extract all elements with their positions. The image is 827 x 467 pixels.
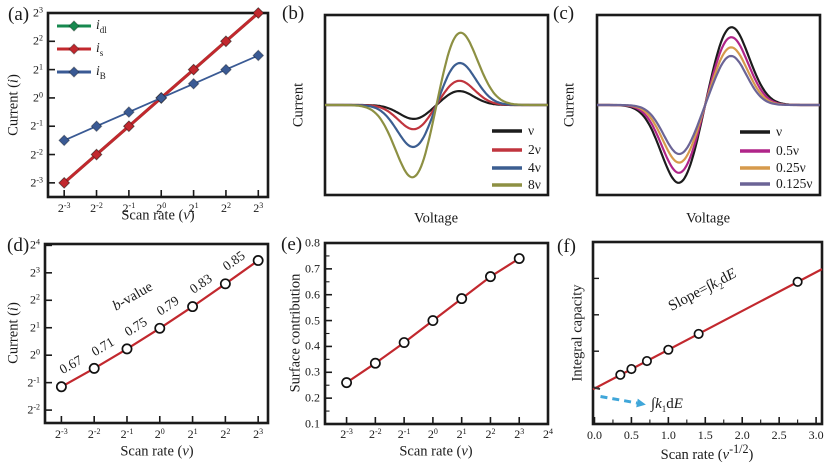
panel-e-ytick-label: 0.5 xyxy=(305,313,320,328)
panel-b-legend-label-0: ν xyxy=(528,123,535,138)
panel-b-yaxis-label: Current xyxy=(290,82,307,128)
panel-d-ytick-label: 2-2 xyxy=(27,402,40,417)
panel-e-ytick-label: 0.3 xyxy=(305,364,320,379)
k1-arrow-head xyxy=(636,398,646,408)
panel-e-xtick-label: 21 xyxy=(456,427,467,441)
panel-a-xtick-label: 23 xyxy=(253,201,264,215)
panel-e-xtick-label: 22 xyxy=(485,427,496,441)
panel-a-xtick-label: 22 xyxy=(220,201,231,215)
panel-a-frame xyxy=(46,7,270,199)
panel-e-xtick-label: 24 xyxy=(543,427,553,441)
panel-a-xtick-label: 2-3 xyxy=(57,201,71,215)
panel-a-ytick-label: 20 xyxy=(33,90,43,105)
panel-f-xaxis-label: Scan rate (ν-1/2) xyxy=(660,442,754,463)
panel-e-xaxis-label: Scan rate (ν) xyxy=(399,443,473,460)
panel-a-ytick-label: 22 xyxy=(33,33,43,48)
panel-f-xtick-label: 2.5 xyxy=(771,428,787,442)
panel-e-xtick-label: 20 xyxy=(427,427,438,441)
panel-f-xtick-label: 1.5 xyxy=(697,428,713,442)
panel-a-ytick-label: 2-1 xyxy=(30,118,43,133)
panel-a-ytick-label: 2-2 xyxy=(30,147,43,162)
panel-d-frame xyxy=(43,242,270,425)
panel-d-letter: (d) xyxy=(7,235,30,256)
panel-f-xtick-label: 0.5 xyxy=(623,428,639,442)
panel-c-legend-label-0: ν xyxy=(776,124,783,139)
panel-a-yaxis-label: Current (i) xyxy=(5,74,22,136)
panel-a-xtick-label: 20 xyxy=(156,201,167,215)
panel-f-xtick-label: 2.0 xyxy=(734,428,750,442)
panel-f-yaxis-label: Integral capacity xyxy=(569,284,586,382)
panel-a-ytick-label: 23 xyxy=(33,5,43,20)
panel-c-letter: (c) xyxy=(553,3,575,24)
panel-d-xtick-label: 2-3 xyxy=(55,427,68,441)
panel-e-ytick-label: 0.2 xyxy=(305,390,320,405)
panel-f-k1-label: ∫k1dE xyxy=(651,396,683,414)
panel-d-xaxis-label: Scan rate (ν) xyxy=(120,443,194,460)
panel-f-xtick-label: 3.0 xyxy=(808,428,824,442)
panel-d-xtick-label: 22 xyxy=(220,427,231,441)
panel-c-frame xyxy=(595,13,822,197)
panel-b-curve-3 xyxy=(325,31,548,179)
panel-c-legend-label-3: 0.125ν xyxy=(776,176,813,191)
panel-f-xtick-label: 1.0 xyxy=(660,428,676,442)
panel-d-ytick-label: 2-1 xyxy=(27,375,40,390)
panel-e-xtick-label: 23 xyxy=(514,427,525,441)
panel-e-xtick-label: 2-2 xyxy=(369,427,382,441)
k1-arrow xyxy=(600,395,638,405)
panel-b-legend-label-1: 2ν xyxy=(528,142,541,157)
panel-e-ytick-label: 0.4 xyxy=(305,338,320,353)
panel-a-letter: (a) xyxy=(8,4,30,25)
panel-e-letter: (e) xyxy=(281,234,303,255)
panel-c-legend-label-1: 0.5ν xyxy=(776,143,799,158)
panel-a-legend-label-i_dl: idl xyxy=(96,17,107,35)
panel-b-letter: (b) xyxy=(282,3,305,24)
panel-f-letter: (f) xyxy=(557,236,576,257)
panel-d-yaxis-label: Current (i) xyxy=(5,302,22,364)
panel-a-xtick-label: 21 xyxy=(188,201,199,215)
panel-e-yaxis-label: Surface contribution xyxy=(287,273,304,393)
panel-a-xaxis-label: Scan rate (ν) xyxy=(121,207,195,224)
panel-a-xtick-label: 2-2 xyxy=(90,201,103,215)
panel-b-legend-label-2: 4ν xyxy=(528,160,541,175)
panel-f-xtick-label: 0.0 xyxy=(586,428,602,442)
panel-d-ytick-label: 20 xyxy=(30,347,40,362)
panel-a-xtick-label: 2-1 xyxy=(122,201,136,215)
panel-d-ytick-label: 22 xyxy=(30,292,40,307)
panel-e-ytick-label: 0.1 xyxy=(305,416,320,431)
panel-c-curve-3 xyxy=(597,54,820,156)
panel-d-xtick-label: 23 xyxy=(253,427,264,441)
panel-b-xaxis-label: Voltage xyxy=(413,210,459,227)
panel-c-xaxis-label: Voltage xyxy=(685,210,731,227)
panel-b-frame xyxy=(323,13,550,197)
panel-e-ytick-label: 0.8 xyxy=(305,235,320,250)
panel-d-xtick-label: 21 xyxy=(187,427,198,441)
panel-c-legend-label-2: 0.25ν xyxy=(776,160,806,175)
panel-b-legend-label-3: 8ν xyxy=(528,177,541,192)
panel-a-ytick-label: 21 xyxy=(33,62,43,77)
panel-e-xtick-label: 2-1 xyxy=(397,427,411,441)
panel-e-frame xyxy=(323,241,550,426)
panel-a-legend-label-i_s: is xyxy=(96,40,104,58)
panel-e-xtick-label: 2-3 xyxy=(340,427,353,441)
panel-d-xtick-label: 2-2 xyxy=(87,427,101,441)
panel-d-xtick-label: 2-1 xyxy=(120,427,134,441)
panel-a-ytick-label: 2-3 xyxy=(30,175,43,190)
panel-c-yaxis-label: Current xyxy=(561,82,578,128)
panel-e-ytick-label: 0.6 xyxy=(305,287,320,302)
panel-d-ytick-label: 21 xyxy=(30,320,40,335)
panel-d-xtick-label: 20 xyxy=(154,427,165,441)
panel-e-ytick-label: 0.7 xyxy=(305,261,320,276)
panel-d-ytick-label: 23 xyxy=(30,265,40,280)
panel-a-legend-label-i_B: iB xyxy=(96,63,106,81)
panel-d-ytick-label: 24 xyxy=(30,237,40,252)
panel-f-frame xyxy=(591,240,824,426)
